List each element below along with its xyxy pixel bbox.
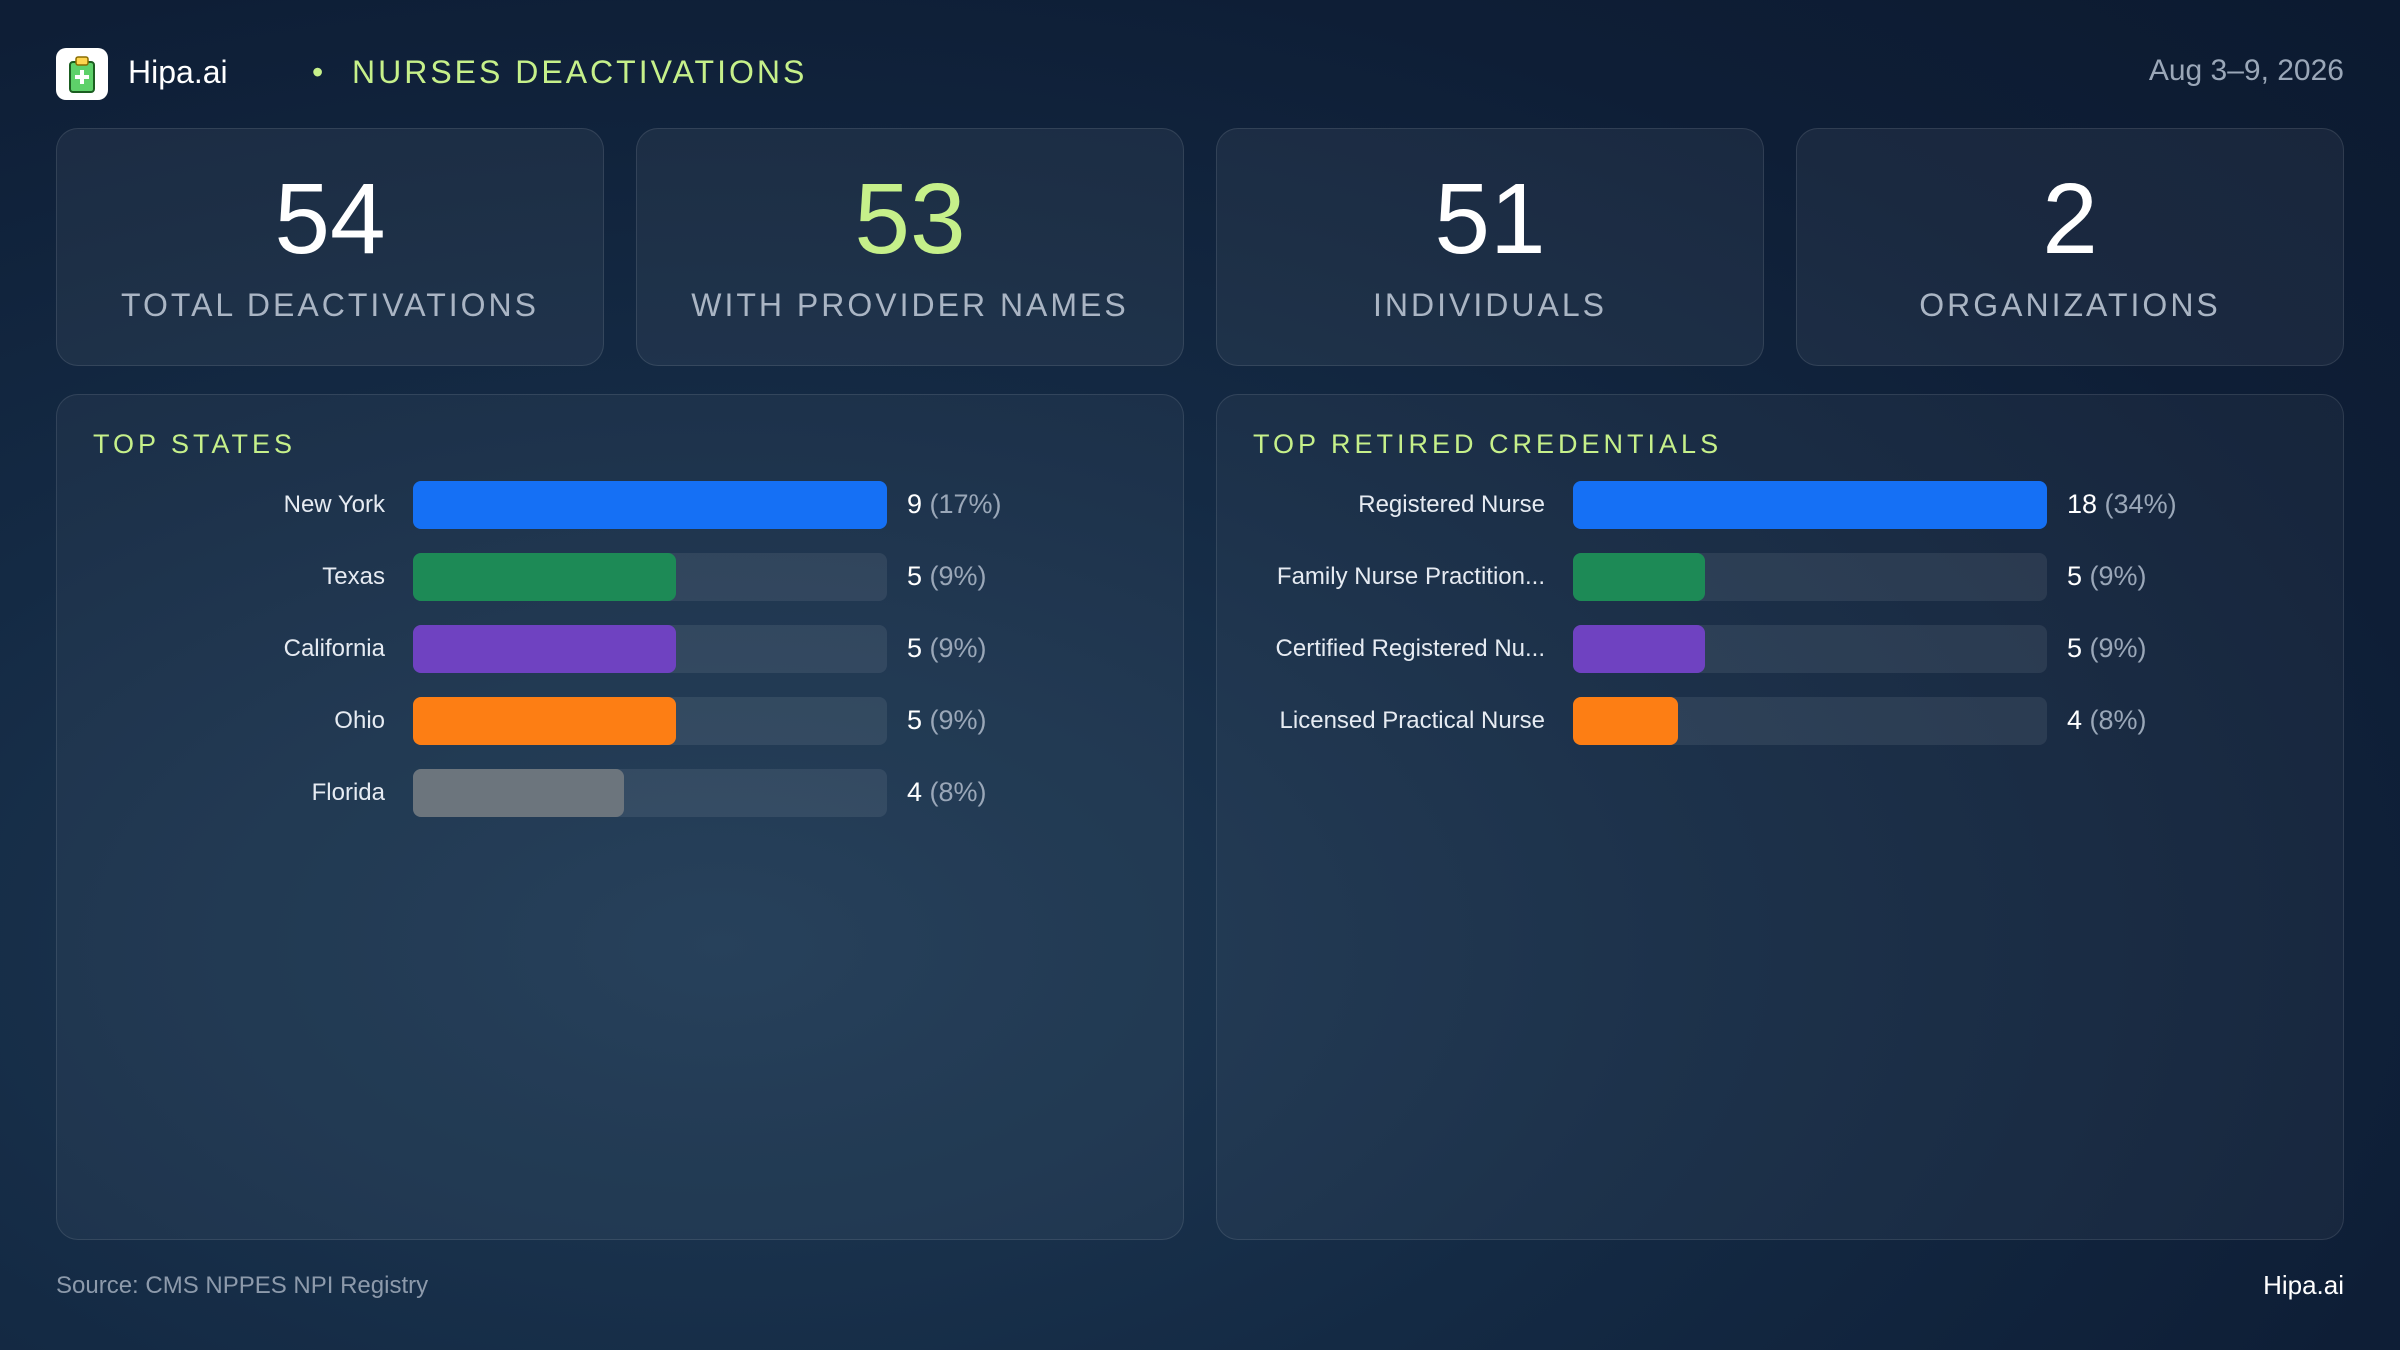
bar	[413, 481, 887, 529]
bar-row: Florida 4 (8%)	[57, 769, 1183, 817]
value-label: 4 (8%)	[2067, 705, 2147, 736]
top-credentials-panel: TOP RETIRED CREDENTIALS Registered Nurse…	[1216, 394, 2344, 1240]
value-number: 5	[2067, 633, 2090, 663]
bar-track	[1573, 625, 2047, 673]
stat-card-total: 54 TOTAL DEACTIVATIONS	[56, 128, 604, 366]
bar-row: Family Nurse Practition... 5 (9%)	[1217, 553, 2343, 601]
value-percent: (34%)	[2104, 489, 2177, 519]
value-label: 9 (17%)	[907, 489, 1002, 520]
bar	[413, 625, 677, 673]
value-label: 5 (9%)	[2067, 561, 2147, 592]
bar-row: Certified Registered Nu... 5 (9%)	[1217, 625, 2343, 673]
category-label: Family Nurse Practition...	[1276, 563, 1545, 590]
stat-card-provider-names: 53 WITH PROVIDER NAMES	[636, 128, 1184, 366]
value-percent: (8%)	[2089, 705, 2147, 735]
bar-track	[413, 553, 887, 601]
stat-label: TOTAL DEACTIVATIONS	[121, 287, 539, 323]
bar-row: California 5 (9%)	[57, 625, 1183, 673]
bar	[1573, 553, 1705, 601]
footer-brand: Hipa.ai	[2263, 1270, 2344, 1300]
stat-label: INDIVIDUALS	[1373, 287, 1607, 323]
stat-value: 53	[854, 163, 966, 275]
bar-track	[413, 769, 887, 817]
bar	[1573, 481, 2047, 529]
stat-value: 2	[2042, 163, 2098, 275]
category-label: Certified Registered Nu...	[1275, 635, 1545, 662]
value-label: 5 (9%)	[2067, 633, 2147, 664]
stat-value: 51	[1434, 163, 1546, 275]
bar	[1573, 697, 1679, 745]
panel-title: TOP RETIRED CREDENTIALS	[1253, 429, 1723, 459]
bar-row: Registered Nurse 18 (34%)	[1217, 481, 2343, 529]
bar-row: Licensed Practical Nurse 4 (8%)	[1217, 697, 2343, 745]
bar-track	[1573, 481, 2047, 529]
medical-clipboard-icon	[56, 48, 108, 100]
page-title: NURSES DEACTIVATIONS	[352, 54, 808, 90]
category-label: Licensed Practical Nurse	[1279, 707, 1545, 734]
category-label: Registered Nurse	[1358, 491, 1545, 518]
header: Hipa.ai • NURSES DEACTIVATIONS Aug 3–9, …	[56, 46, 2344, 102]
value-label: 18 (34%)	[2067, 489, 2177, 520]
bar-track	[413, 625, 887, 673]
value-percent: (9%)	[2089, 561, 2147, 591]
bar-track	[413, 697, 887, 745]
bar	[413, 697, 677, 745]
value-percent: (17%)	[929, 489, 1002, 519]
value-label: 5 (9%)	[907, 633, 987, 664]
value-number: 4	[2067, 705, 2090, 735]
value-label: 5 (9%)	[907, 561, 987, 592]
category-label: Texas	[322, 563, 385, 590]
bar	[1573, 625, 1705, 673]
category-label: Florida	[311, 779, 385, 806]
category-label: New York	[283, 491, 385, 518]
value-label: 4 (8%)	[907, 777, 987, 808]
bar-track	[413, 481, 887, 529]
value-percent: (9%)	[929, 705, 987, 735]
brand-name: Hipa.ai	[128, 54, 228, 90]
value-percent: (9%)	[929, 561, 987, 591]
bar	[413, 553, 677, 601]
source-note: Source: CMS NPPES NPI Registry	[56, 1272, 429, 1299]
stat-label: ORGANIZATIONS	[1919, 287, 2221, 323]
value-percent: (9%)	[2089, 633, 2147, 663]
value-percent: (8%)	[929, 777, 987, 807]
value-label: 5 (9%)	[907, 705, 987, 736]
stat-value: 54	[274, 163, 386, 275]
value-number: 4	[907, 777, 930, 807]
value-number: 5	[907, 633, 930, 663]
category-label: Ohio	[334, 707, 385, 734]
value-number: 9	[907, 489, 930, 519]
stat-card-organizations: 2 ORGANIZATIONS	[1796, 128, 2344, 366]
value-number: 18	[2067, 489, 2105, 519]
date-range: Aug 3–9, 2026	[2148, 54, 2344, 87]
stat-label: WITH PROVIDER NAMES	[691, 287, 1129, 323]
value-number: 5	[907, 561, 930, 591]
bar-row: Ohio 5 (9%)	[57, 697, 1183, 745]
bar-row: Texas 5 (9%)	[57, 553, 1183, 601]
top-states-panel: TOP STATES New York 9 (17%) Texas 5 (9%) Cal…	[56, 394, 1184, 1240]
category-label: California	[283, 635, 385, 662]
bar-track	[1573, 697, 2047, 745]
value-number: 5	[907, 705, 930, 735]
panel-title: TOP STATES	[93, 429, 297, 459]
bar-track	[1573, 553, 2047, 601]
bar-row: New York 9 (17%)	[57, 481, 1183, 529]
title-separator: •	[312, 54, 324, 90]
stat-card-individuals: 51 INDIVIDUALS	[1216, 128, 1764, 366]
bar	[413, 769, 624, 817]
value-number: 5	[2067, 561, 2090, 591]
value-percent: (9%)	[929, 633, 987, 663]
